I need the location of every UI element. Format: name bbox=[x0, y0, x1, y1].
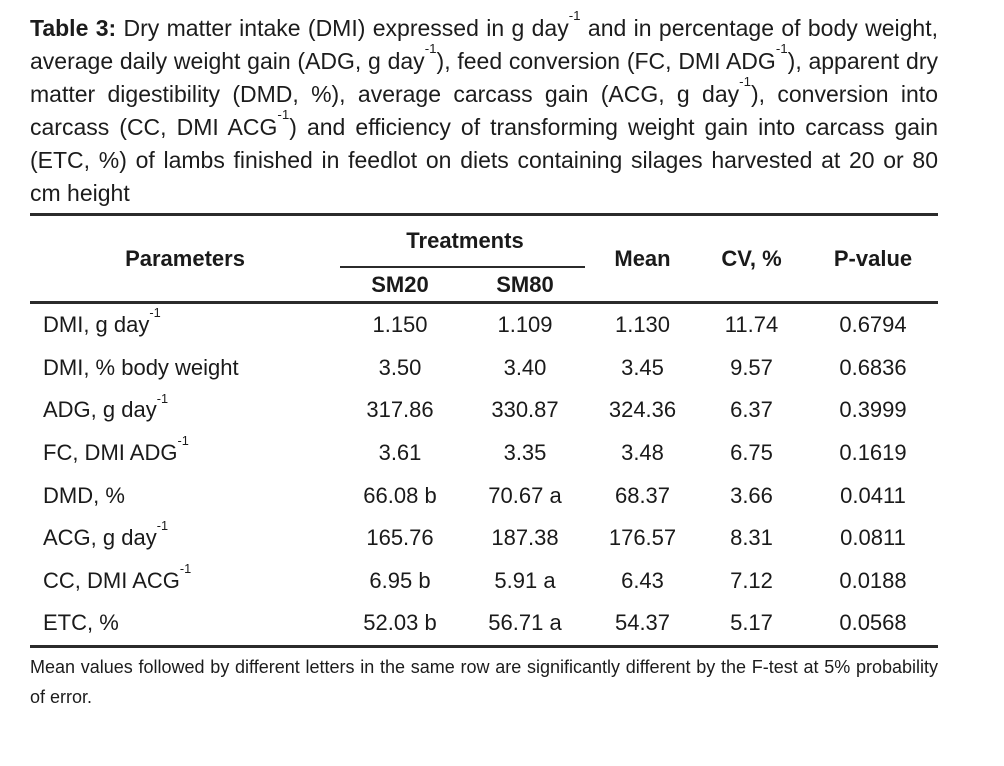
cell-cv: 3.66 bbox=[730, 482, 773, 508]
cell-sm20: 3.50 bbox=[378, 354, 422, 380]
cell-pvalue: 0.6836 bbox=[839, 354, 907, 380]
superscript: -1 bbox=[739, 74, 751, 90]
cell-cv: 8.31 bbox=[730, 525, 773, 551]
table-row: DMI, % body weight 3.50 3.40 3.45 9.57 0… bbox=[30, 347, 938, 390]
table-bottom-rule bbox=[30, 644, 938, 648]
superscript: -1 bbox=[149, 305, 161, 321]
cell-cv: 11.74 bbox=[724, 312, 779, 338]
cell-mean: 324.36 bbox=[608, 397, 677, 423]
cell-sm20: 1.150 bbox=[372, 312, 428, 338]
cell-sm80: 187.38 bbox=[491, 525, 559, 551]
table-caption: Table 3: Dry matter intake (DMI) express… bbox=[30, 8, 938, 206]
cell-pvalue: 0.0411 bbox=[840, 482, 906, 508]
cell-sm80: 330.87 bbox=[491, 397, 559, 423]
cell-mean: 54.37 bbox=[614, 610, 671, 636]
superscript: -1 bbox=[156, 390, 169, 406]
cell-pvalue: 0.0188 bbox=[839, 567, 907, 593]
superscript: -1 bbox=[775, 41, 788, 57]
superscript: -1 bbox=[568, 8, 581, 24]
table-row: ETC, % 52.03 b 56.71 a 54.37 5.17 0.0568 bbox=[30, 602, 938, 645]
column-header-sm80: SM80 bbox=[496, 271, 554, 297]
table-footnote: Mean values followed by different letter… bbox=[30, 656, 938, 707]
table-mid-rule bbox=[30, 301, 938, 304]
cell-cv: 6.75 bbox=[730, 440, 773, 466]
superscript: -1 bbox=[156, 518, 169, 534]
cell-mean: 3.48 bbox=[621, 440, 664, 466]
treatments-header-group: Treatments SM20 SM80 bbox=[340, 216, 590, 301]
superscript: -1 bbox=[424, 41, 437, 57]
column-header-parameters: Parameters bbox=[125, 245, 245, 271]
table-row: FC, DMI ADG-1 3.61 3.35 3.48 6.75 0.1619 bbox=[30, 432, 938, 475]
table-figure: Table 3: Dry matter intake (DMI) express… bbox=[30, 8, 938, 730]
cell-sm20: 3.61 bbox=[378, 440, 422, 466]
cell-cv: 5.17 bbox=[730, 610, 773, 636]
caption-title: Table 3: bbox=[30, 15, 117, 41]
cell-sm20: 317.86 bbox=[366, 397, 434, 423]
cell-pvalue: 0.6794 bbox=[839, 312, 907, 338]
column-header-treatments: Treatments bbox=[406, 228, 524, 253]
cell-parameter: DMD, % bbox=[43, 482, 125, 508]
cell-sm20: 6.95 b bbox=[369, 567, 431, 593]
cell-parameter: ACG, g day-1 bbox=[43, 518, 169, 551]
table-header: Parameters Treatments SM20 SM80 Mean CV,… bbox=[30, 216, 938, 301]
treatments-underline bbox=[340, 266, 585, 268]
table-row: ADG, g day-1 317.86 330.87 324.36 6.37 0… bbox=[30, 389, 938, 432]
cell-sm80: 1.109 bbox=[497, 312, 553, 338]
table-row: DMD, % 66.08 b 70.67 a 68.37 3.66 0.0411 bbox=[30, 474, 938, 517]
cell-cv: 7.12 bbox=[730, 567, 773, 593]
cell-mean: 68.37 bbox=[614, 482, 671, 508]
column-header-pvalue: P-value bbox=[833, 245, 913, 271]
cell-parameter: CC, DMI ACG-1 bbox=[43, 560, 192, 593]
table-top-rule bbox=[30, 213, 938, 216]
table-row: DMI, g day-1 1.150 1.109 1.130 11.74 0.6… bbox=[30, 304, 938, 347]
superscript: -1 bbox=[179, 560, 192, 576]
cell-parameter: ADG, g day-1 bbox=[43, 390, 169, 423]
column-header-mean: Mean bbox=[614, 245, 671, 271]
table-row: ACG, g day-1 165.76 187.38 176.57 8.31 0… bbox=[30, 517, 938, 560]
cell-mean: 176.57 bbox=[608, 525, 677, 551]
cell-cv: 9.57 bbox=[730, 354, 773, 380]
cell-parameter: DMI, g day-1 bbox=[43, 305, 161, 338]
cell-pvalue: 0.3999 bbox=[839, 397, 907, 423]
cell-pvalue: 0.1619 bbox=[839, 440, 907, 466]
cell-sm80: 56.71 a bbox=[488, 610, 562, 636]
treatments-subheaders: SM20 SM80 bbox=[340, 268, 590, 301]
column-header-sm20: SM20 bbox=[371, 271, 429, 297]
cell-sm80: 3.35 bbox=[503, 440, 547, 466]
cell-sm80: 3.40 bbox=[503, 354, 547, 380]
cell-sm20: 66.08 b bbox=[363, 482, 437, 508]
cell-sm80: 5.91 a bbox=[494, 567, 556, 593]
cell-mean: 3.45 bbox=[621, 354, 664, 380]
cell-sm20: 52.03 b bbox=[363, 610, 437, 636]
table-body: DMI, g day-1 1.150 1.109 1.130 11.74 0.6… bbox=[30, 304, 938, 645]
cell-mean: 1.130 bbox=[614, 312, 671, 338]
table-row: CC, DMI ACG-1 6.95 b 5.91 a 6.43 7.12 0.… bbox=[30, 560, 938, 603]
cell-parameter: FC, DMI ADG-1 bbox=[43, 433, 189, 466]
cell-pvalue: 0.0568 bbox=[839, 610, 907, 636]
cell-parameter: DMI, % body weight bbox=[43, 354, 239, 380]
cell-mean: 6.43 bbox=[621, 567, 664, 593]
cell-sm20: 165.76 bbox=[366, 525, 434, 551]
cell-cv: 6.37 bbox=[730, 397, 773, 423]
superscript: -1 bbox=[277, 107, 290, 123]
cell-sm80: 70.67 a bbox=[488, 482, 562, 508]
column-header-cv: CV, % bbox=[721, 245, 782, 271]
cell-pvalue: 0.0811 bbox=[840, 525, 906, 551]
superscript: -1 bbox=[177, 433, 189, 449]
cell-parameter: ETC, % bbox=[43, 610, 119, 636]
